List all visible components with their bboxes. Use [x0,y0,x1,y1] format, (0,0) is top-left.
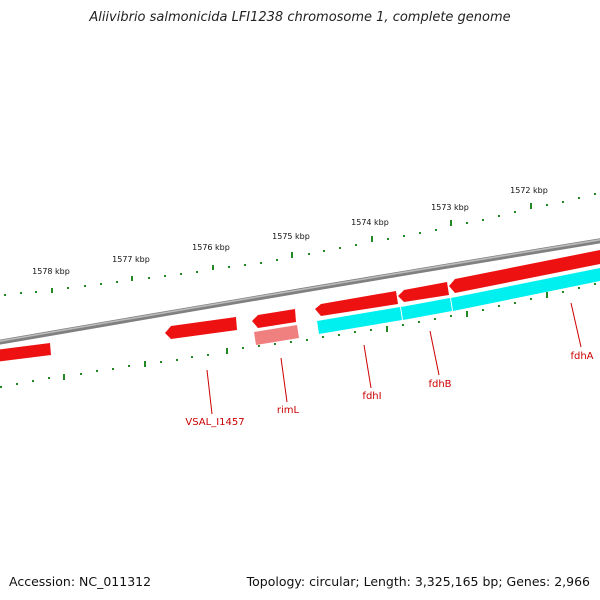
gene-arrow-fdhI [315,291,398,316]
tick-label-1573: 1573 kbp [431,203,469,212]
gene-label-fdhI[interactable]: fdhI [362,391,381,402]
reverse-strand-genes [254,268,600,345]
gene-arrow-rimL [252,309,296,328]
inner-tick-ring [0,283,596,388]
tick-label-1576: 1576 kbp [192,243,230,252]
gene-label-rimL[interactable]: rimL [277,405,300,416]
page-title: Aliivibrio salmonicida LFI1238 chromosom… [89,10,511,25]
genome-backbone [0,238,600,345]
accession-text: Accession: NC_011312 [9,574,152,589]
tick-label-1574: 1574 kbp [351,218,389,227]
genome-summary-text: Topology: circular; Length: 3,325,165 bp… [246,574,590,589]
forward-strand-genes [0,250,600,362]
gene-label-vsal-i1457[interactable]: VSAL_I1457 [185,417,244,428]
tick-label-1572: 1572 kbp [510,186,548,195]
gene-label-leaders [206,302,582,415]
outer-tick-ring [4,193,596,296]
gene-arrow-rimL-pale [254,325,299,345]
gene-arrow-fdhA-reverse [451,268,600,311]
gene-arrow-fdhB-reverse [401,298,452,320]
gene-arrow-left-edge [0,343,51,362]
gene-arrow-fdhI-reverse [317,307,402,334]
gene-label-fdhB[interactable]: fdhB [428,379,451,390]
gene-arrow-fdhB [398,282,449,302]
tick-label-1575: 1575 kbp [272,232,310,241]
tick-label-1577: 1577 kbp [112,255,150,264]
gene-arrow-fdhA [449,250,600,293]
genome-backbone-highlight [0,239,600,342]
tick-label-1578: 1578 kbp [32,267,70,276]
gene-arrow-vsal-i1457 [165,317,237,339]
gene-label-fdhA[interactable]: fdhA [570,351,593,362]
